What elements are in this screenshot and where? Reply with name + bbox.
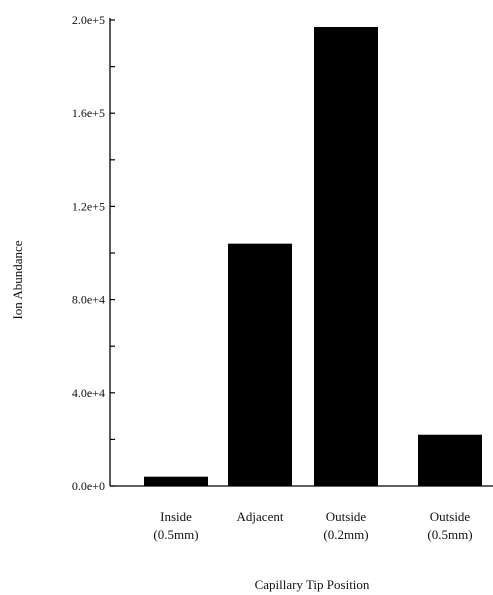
x-category-label-line: (0.5mm) bbox=[153, 527, 198, 542]
x-category-label: Outside (0.2mm) bbox=[323, 509, 368, 542]
bar bbox=[314, 26, 378, 487]
x-category-label-line: Inside bbox=[160, 509, 192, 524]
x-category-label-line: Outside bbox=[326, 509, 367, 524]
y-axis-ticks: 0.0e+0 4.0e+4 8.0e+4 1.2e+5 1.6e+5 2.0e+5 bbox=[72, 13, 115, 493]
bar bbox=[418, 434, 482, 486]
y-tick-label: 1.6e+5 bbox=[72, 106, 105, 120]
y-tick-label: 8.0e+4 bbox=[72, 293, 105, 307]
y-axis-title: Ion Abundance bbox=[10, 240, 25, 319]
bar bbox=[144, 476, 208, 486]
x-category-label: Adjacent bbox=[237, 509, 284, 524]
x-axis-category-labels: Inside (0.5mm)Adjacent Outside (0.2mm)Outsi… bbox=[153, 509, 472, 542]
x-category-label-line: (0.5mm) bbox=[427, 527, 472, 542]
x-category-label-line: Outside bbox=[430, 509, 471, 524]
x-category-label: Outside (0.5mm) bbox=[427, 509, 472, 542]
y-tick-label: 4.0e+4 bbox=[72, 386, 105, 400]
x-category-label-line: Adjacent bbox=[237, 509, 284, 524]
x-axis-title: Capillary Tip Position bbox=[255, 577, 370, 592]
bar bbox=[228, 243, 292, 486]
y-tick-label: 0.0e+0 bbox=[72, 479, 105, 493]
x-category-label: Inside (0.5mm) bbox=[153, 509, 198, 542]
bars bbox=[144, 26, 482, 487]
y-tick-label: 1.2e+5 bbox=[72, 199, 105, 213]
y-tick-label: 2.0e+5 bbox=[72, 13, 105, 27]
x-category-label-line: (0.2mm) bbox=[323, 527, 368, 542]
